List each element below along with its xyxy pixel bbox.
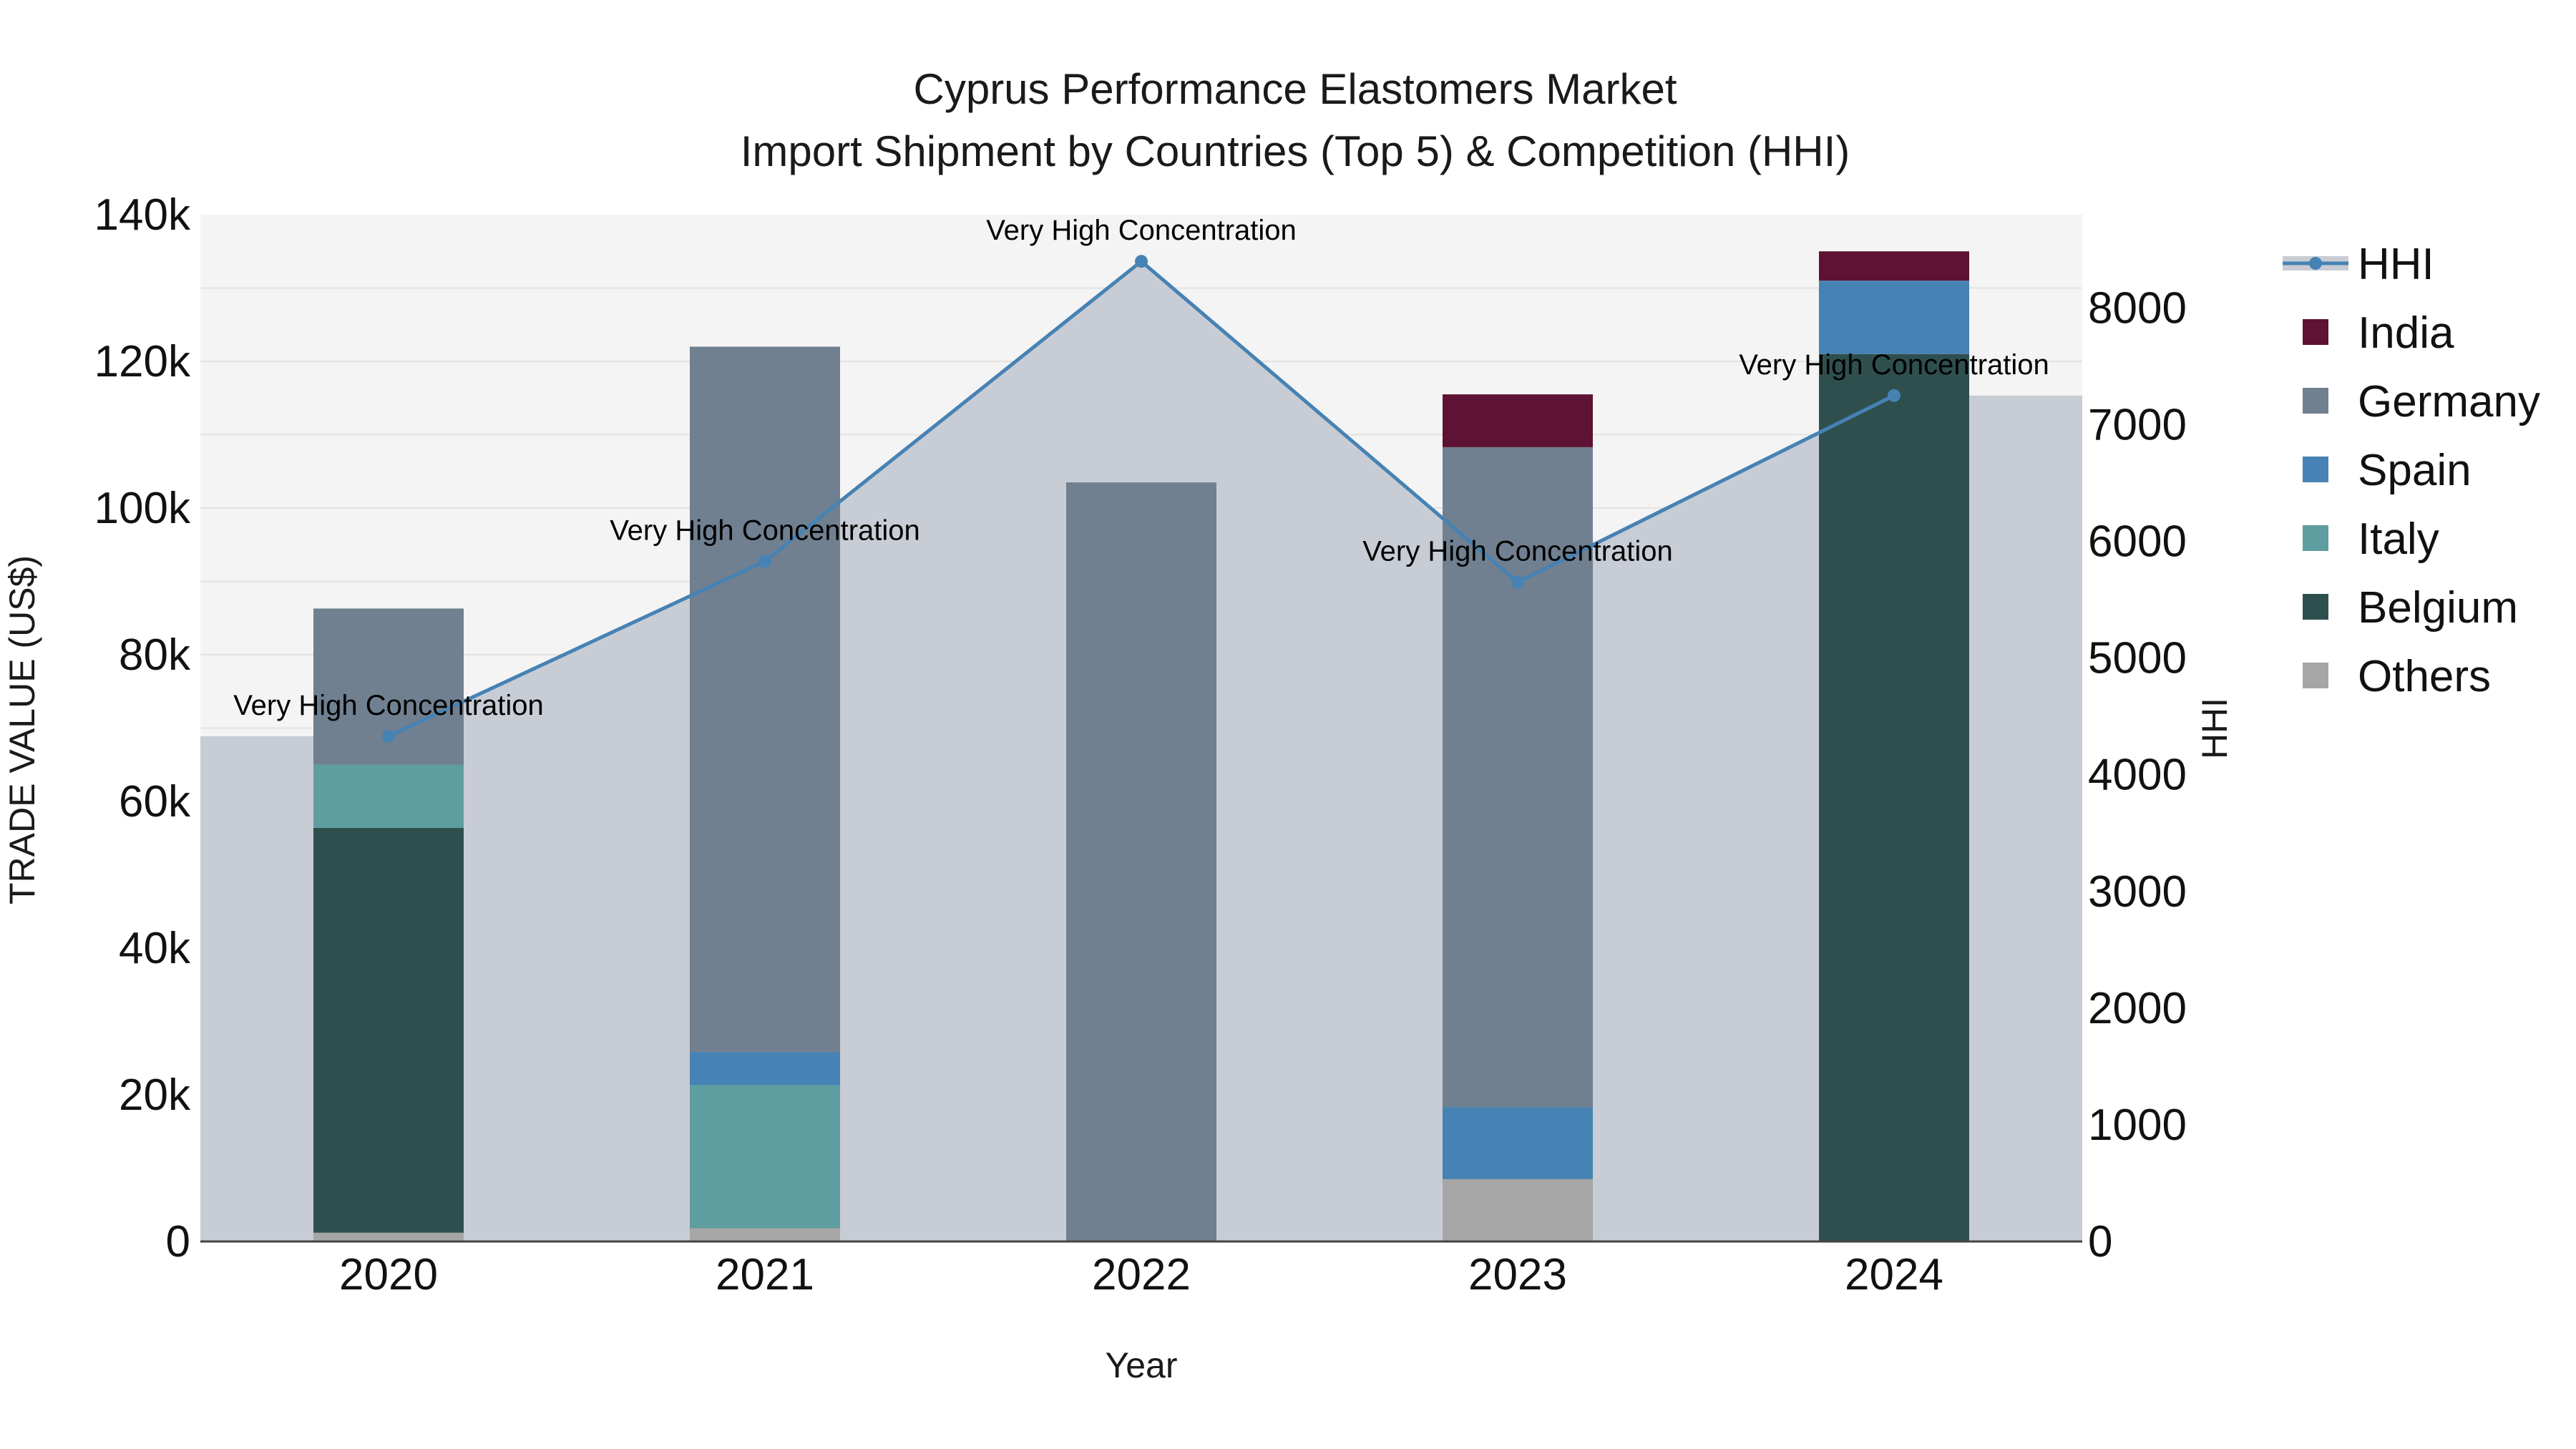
- y2-tick-label: 7000: [2088, 401, 2187, 450]
- y2-axis-ticks: 0 1000 2000 3000 4000 5000 6000 7000 8000: [2088, 283, 2187, 1267]
- x-tick-label: 2023: [1468, 1250, 1567, 1299]
- y-tick-label: 0: [166, 1217, 190, 1267]
- y-tick-label: 40k: [119, 924, 191, 973]
- y-tick-label: 100k: [94, 484, 191, 533]
- x-tick-label: 2022: [1092, 1250, 1191, 1299]
- y-tick-label: 20k: [119, 1070, 191, 1120]
- bar-italy-2020: [313, 764, 464, 828]
- bar-spain-2021: [690, 1052, 840, 1085]
- bar-spain-2023: [1443, 1107, 1593, 1179]
- y2-tick-label: 4000: [2088, 751, 2187, 800]
- bar-others-2021: [690, 1228, 840, 1241]
- y-tick-label: 120k: [94, 337, 191, 386]
- bar-india-2023: [1443, 394, 1593, 447]
- x-axis-title: Year: [1105, 1345, 1177, 1385]
- x-axis-ticks: 2020 2021 2022 2023 2024: [339, 1250, 1943, 1299]
- y-axis-title: TRADE VALUE (US$): [2, 555, 42, 904]
- bar-spain-2024: [1819, 280, 1969, 354]
- y-tick-label: 80k: [119, 630, 191, 680]
- legend-swatch-spain: [2303, 457, 2328, 482]
- y2-tick-label: 0: [2088, 1217, 2112, 1267]
- bar-others-2020: [313, 1232, 464, 1241]
- legend-swatch-germany: [2303, 388, 2328, 414]
- hhi-annotation-2023: Very High Concentration: [1362, 536, 1673, 567]
- legend-label-italy: Italy: [2358, 514, 2439, 564]
- legend-swatch-italy: [2303, 525, 2328, 551]
- legend-label-india: India: [2358, 308, 2454, 358]
- hhi-annotation-2021: Very High Concentration: [610, 514, 920, 546]
- hhi-annotations: Very High Concentration Very High Concent…: [233, 215, 2049, 721]
- hhi-annotation-2024: Very High Concentration: [1739, 349, 2049, 381]
- bar-germany-2022: [1066, 482, 1216, 1241]
- hhi-marker-2023: [1511, 575, 1524, 589]
- legend-swatch-others: [2303, 663, 2328, 688]
- y-axis-ticks: 0 20k 40k 60k 80k 100k 120k 140k: [94, 190, 191, 1267]
- chart-subtitle: Import Shipment by Countries (Top 5) & C…: [741, 127, 1850, 175]
- y2-tick-label: 3000: [2088, 867, 2187, 917]
- hhi-annotation-2022: Very High Concentration: [986, 215, 1297, 246]
- y2-tick-label: 5000: [2088, 634, 2187, 683]
- x-tick-label: 2021: [716, 1250, 814, 1299]
- y2-tick-label: 2000: [2088, 984, 2187, 1033]
- bar-italy-2021: [690, 1085, 840, 1229]
- bar-belgium-2020: [313, 827, 464, 1233]
- legend: HHI India Germany Spain Italy Belgium Others: [2283, 240, 2540, 701]
- hhi-annotation-2020: Very High Concentration: [233, 690, 544, 721]
- x-tick-label: 2024: [1845, 1250, 1943, 1299]
- x-tick-label: 2020: [339, 1250, 438, 1299]
- y2-tick-label: 8000: [2088, 283, 2187, 333]
- hhi-markers: [382, 255, 1901, 743]
- y-tick-label: 60k: [119, 777, 191, 826]
- hhi-marker-2024: [1888, 389, 1901, 402]
- y-tick-label: 140k: [94, 190, 191, 240]
- legend-hhi-marker-swatch: [2309, 257, 2322, 270]
- hhi-marker-2021: [758, 555, 771, 568]
- y2-axis-title: HHI: [2195, 698, 2235, 759]
- legend-label-belgium: Belgium: [2358, 583, 2518, 633]
- y2-tick-label: 1000: [2088, 1101, 2187, 1150]
- bar-belgium-2024: [1819, 353, 1969, 1241]
- hhi-marker-2020: [382, 729, 395, 743]
- legend-swatch-belgium: [2303, 594, 2328, 620]
- legend-label-germany: Germany: [2358, 377, 2540, 426]
- chart-title: Cyprus Performance Elastomers Market: [914, 65, 1677, 113]
- legend-swatch-india: [2303, 319, 2328, 345]
- hhi-marker-2022: [1135, 255, 1148, 268]
- bar-others-2023: [1443, 1179, 1593, 1241]
- bar-germany-2021: [690, 346, 840, 1053]
- legend-label-hhi: HHI: [2358, 240, 2434, 289]
- legend-label-spain: Spain: [2358, 446, 2472, 495]
- y2-tick-label: 6000: [2088, 517, 2187, 567]
- legend-label-others: Others: [2358, 652, 2491, 701]
- bar-india-2024: [1819, 251, 1969, 281]
